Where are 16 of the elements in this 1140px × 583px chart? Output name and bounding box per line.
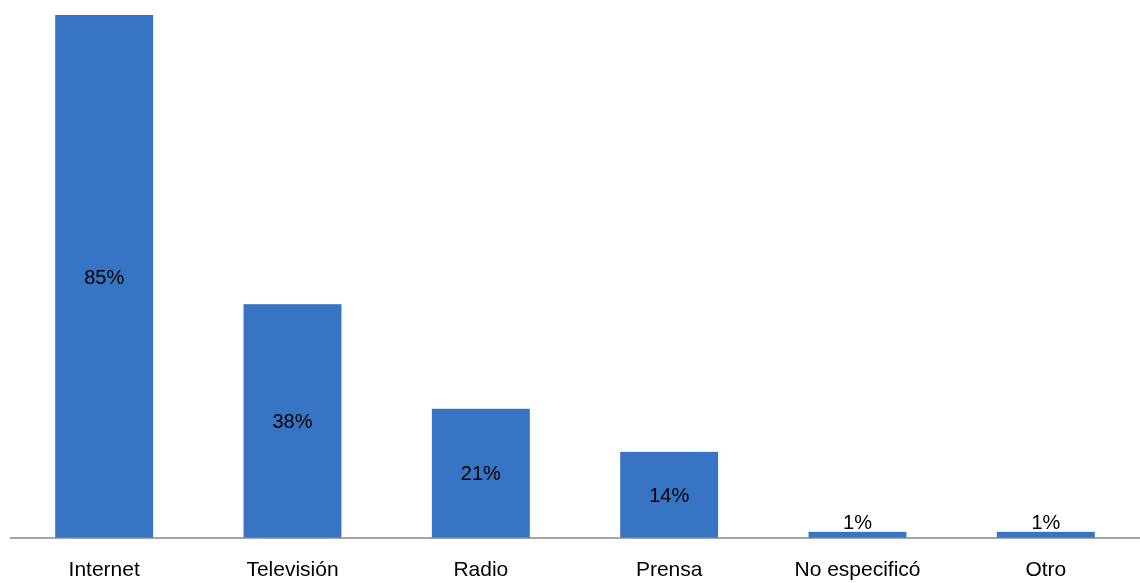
data-label: 38% (272, 410, 313, 433)
data-label: 1% (1031, 510, 1061, 533)
data-label: 14% (649, 483, 690, 506)
bar (620, 451, 719, 538)
x-tick-label: Otro (1025, 557, 1067, 580)
bar (431, 408, 530, 538)
data-label: 1% (843, 510, 873, 533)
x-tick-label: Radio (453, 557, 509, 580)
data-label: 85% (84, 265, 125, 288)
x-tick-label: Internet (68, 557, 140, 580)
x-tick-label: No especificó (794, 557, 921, 580)
x-tick-label: Televisión (246, 557, 339, 580)
bar (55, 15, 154, 538)
bar (243, 304, 342, 538)
x-tick-label: Prensa (635, 557, 703, 580)
data-label: 21% (460, 462, 502, 485)
